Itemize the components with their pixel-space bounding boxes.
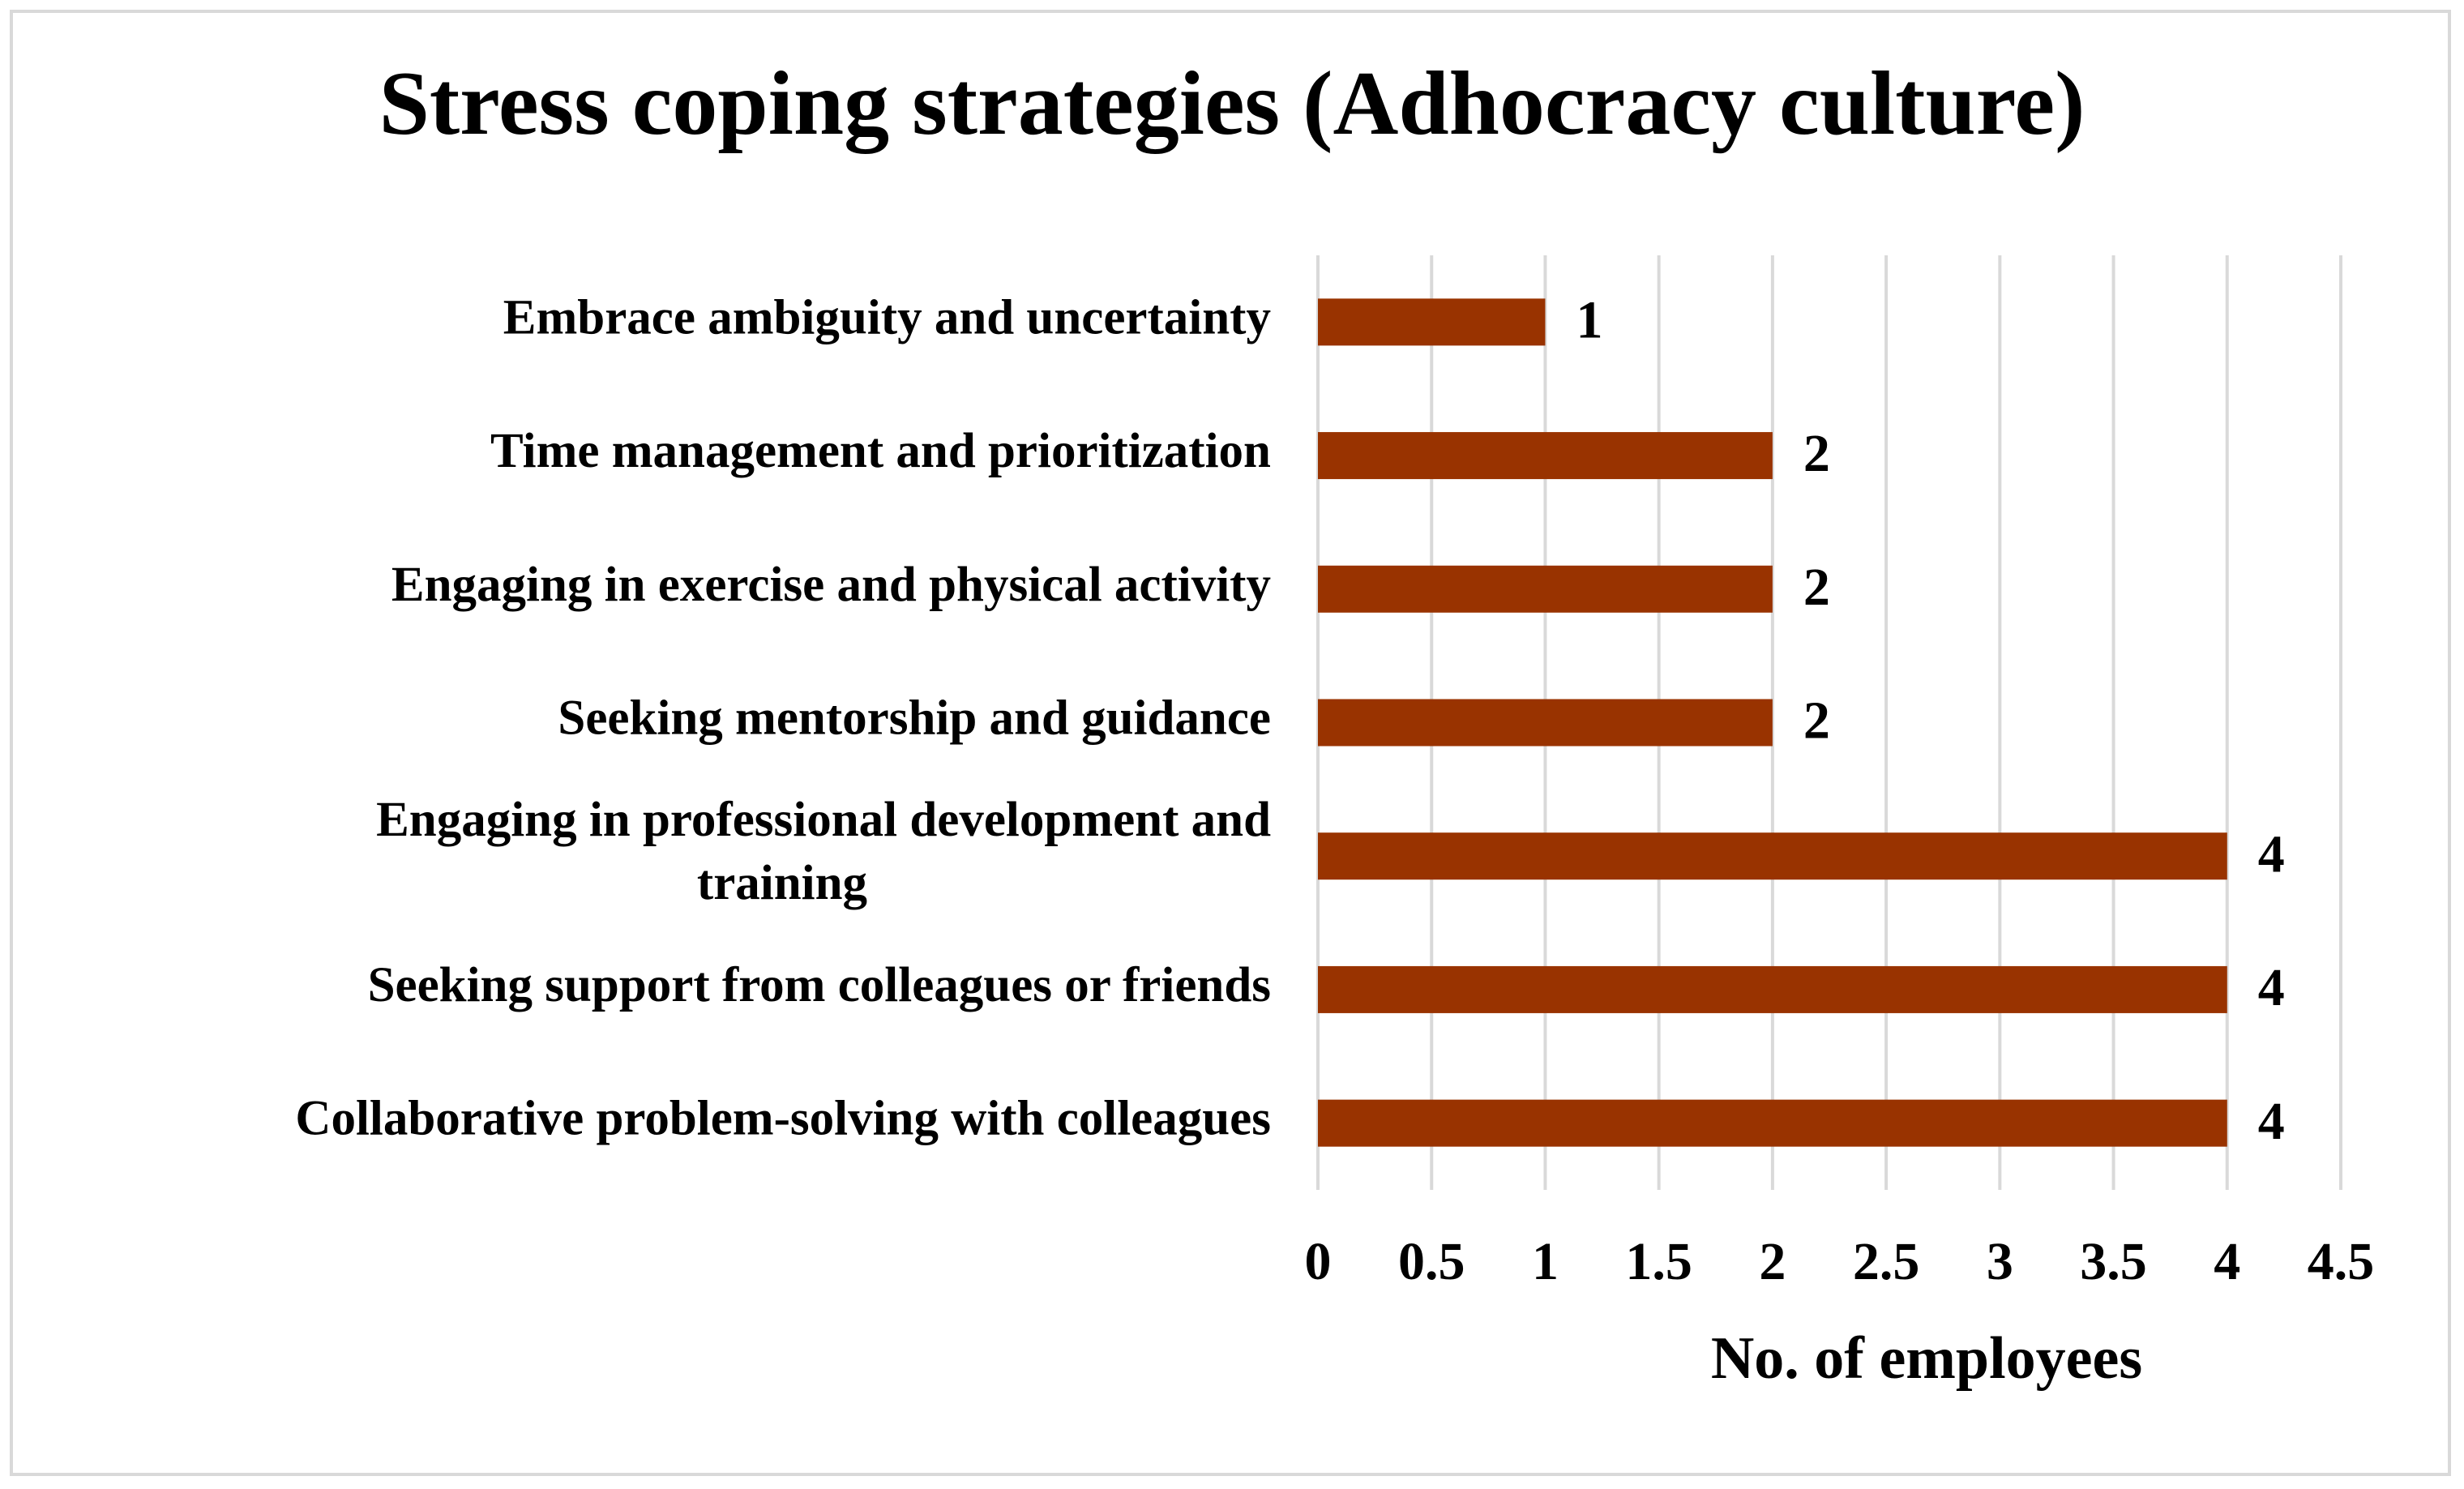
x-tick-label-2: 1	[1532, 1232, 1559, 1291]
bar-5	[1318, 965, 2227, 1013]
x-tick-label-0: 0	[1305, 1232, 1332, 1291]
bar-6	[1318, 1099, 2227, 1147]
data-label-4: 4	[2258, 824, 2285, 884]
data-label-0: 1	[1576, 290, 1602, 349]
category-label-6: Collaborative problem-solving with colle…	[295, 1092, 1271, 1146]
bar-1	[1318, 432, 1773, 480]
category-label-2: Engaging in exercise and physical activi…	[391, 558, 1271, 612]
category-label-3: Seeking mentorship and guidance	[558, 691, 1271, 746]
data-label-1: 2	[1803, 424, 1830, 483]
data-label-5: 4	[2258, 958, 2285, 1017]
x-axis-title: No. of employees	[1711, 1325, 2142, 1392]
x-tick-label-7: 3.5	[2080, 1232, 2147, 1291]
x-tick-label-6: 3	[1987, 1232, 2013, 1291]
bar-3	[1318, 699, 1773, 747]
data-label-2: 2	[1803, 558, 1830, 617]
x-tick-label-1: 0.5	[1398, 1232, 1465, 1291]
x-tick-label-3: 1.5	[1625, 1232, 1692, 1291]
chart-title: Stress coping strategies (Adhocracy cult…	[379, 53, 2085, 154]
category-label-1: Time management and prioritization	[490, 424, 1271, 478]
category-label-4: Engaging in professional development and…	[376, 793, 1271, 910]
bar-4	[1318, 832, 2227, 880]
bar-0	[1318, 298, 1546, 346]
x-tick-label-4: 2	[1759, 1232, 1786, 1291]
x-tick-label-5: 2.5	[1853, 1232, 1920, 1291]
bar-2	[1318, 565, 1773, 613]
chart-frame	[10, 10, 2451, 1476]
data-label-3: 2	[1803, 691, 1830, 751]
category-label-0: Embrace ambiguity and uncertainty	[503, 290, 1271, 344]
x-tick-label-8: 4	[2214, 1232, 2240, 1291]
x-tick-label-9: 4.5	[2308, 1232, 2375, 1291]
data-label-6: 4	[2258, 1092, 2285, 1151]
category-label-5: Seeking support from colleagues or frien…	[368, 958, 1271, 1012]
